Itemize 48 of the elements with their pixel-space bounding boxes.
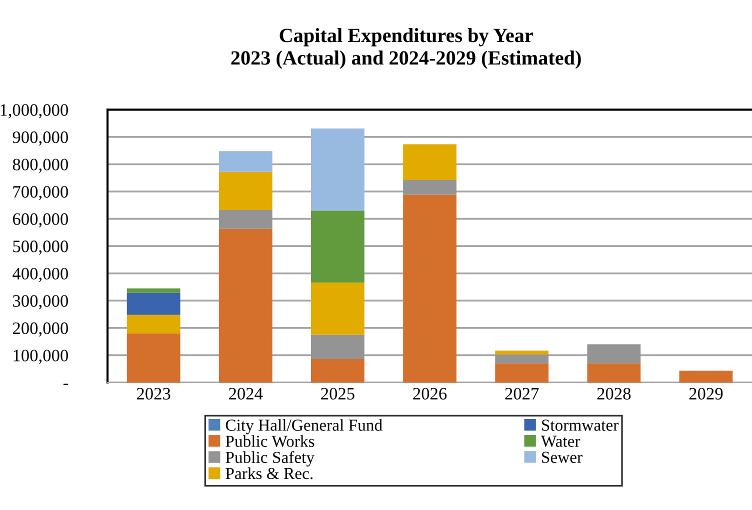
bar (495, 354, 549, 364)
bar (218, 210, 272, 229)
y-tick-label: 1,000,000 (0, 104, 68, 118)
legend-label: Stormwater (542, 420, 619, 431)
x-tick-label: 2025 (321, 388, 354, 400)
bar (403, 194, 456, 382)
bar (311, 359, 364, 382)
bar (403, 180, 456, 195)
legend-label: Parks & Rec. (226, 467, 313, 480)
bar (679, 370, 733, 382)
y-tick-label: 700,000 (13, 186, 68, 200)
legend-label: Water (540, 436, 580, 447)
bar (403, 144, 456, 180)
legend-label: Public Works (226, 435, 314, 447)
legend-label: Public Safety (226, 451, 314, 466)
x-tick-label: 2026 (413, 388, 447, 400)
y-tick-label: 800,000 (12, 158, 68, 173)
x-tick-label: 2029 (689, 388, 723, 400)
y-tick-label: 400,000 (12, 268, 68, 282)
y-tick-label: - (64, 384, 68, 386)
bar (218, 151, 272, 172)
bar (218, 228, 272, 382)
bar (311, 282, 364, 335)
x-tick-label: 2024 (229, 388, 263, 400)
y-tick-label: 500,000 (13, 240, 68, 255)
bar (311, 210, 364, 283)
chart-title: Capital Expenditures by Year 2023 (Actual) and 2024-2029 (Estimated) (231, 28, 581, 69)
bar (495, 350, 549, 354)
bar (126, 292, 180, 315)
y-tick-label: 900,000 (12, 131, 68, 146)
bar (311, 128, 364, 211)
y-tick-label: 200,000 (12, 322, 68, 337)
x-tick-label: 2023 (136, 388, 170, 400)
bar (126, 333, 180, 382)
x-tick-label: 2028 (597, 388, 631, 400)
bar (495, 363, 549, 382)
bar (126, 314, 180, 334)
y-tick-label: 600,000 (12, 213, 68, 228)
y-tick-label: 300,000 (13, 295, 68, 310)
legend-label: City Hall/General Fund (226, 419, 382, 434)
bar (311, 334, 364, 360)
bar (587, 363, 641, 382)
y-tick-label: 100,000 (14, 350, 68, 364)
legend-label: Sewer (542, 452, 582, 463)
bar (587, 344, 641, 364)
x-tick-label: 2027 (505, 388, 539, 400)
bar (218, 172, 272, 210)
bar (126, 288, 180, 293)
